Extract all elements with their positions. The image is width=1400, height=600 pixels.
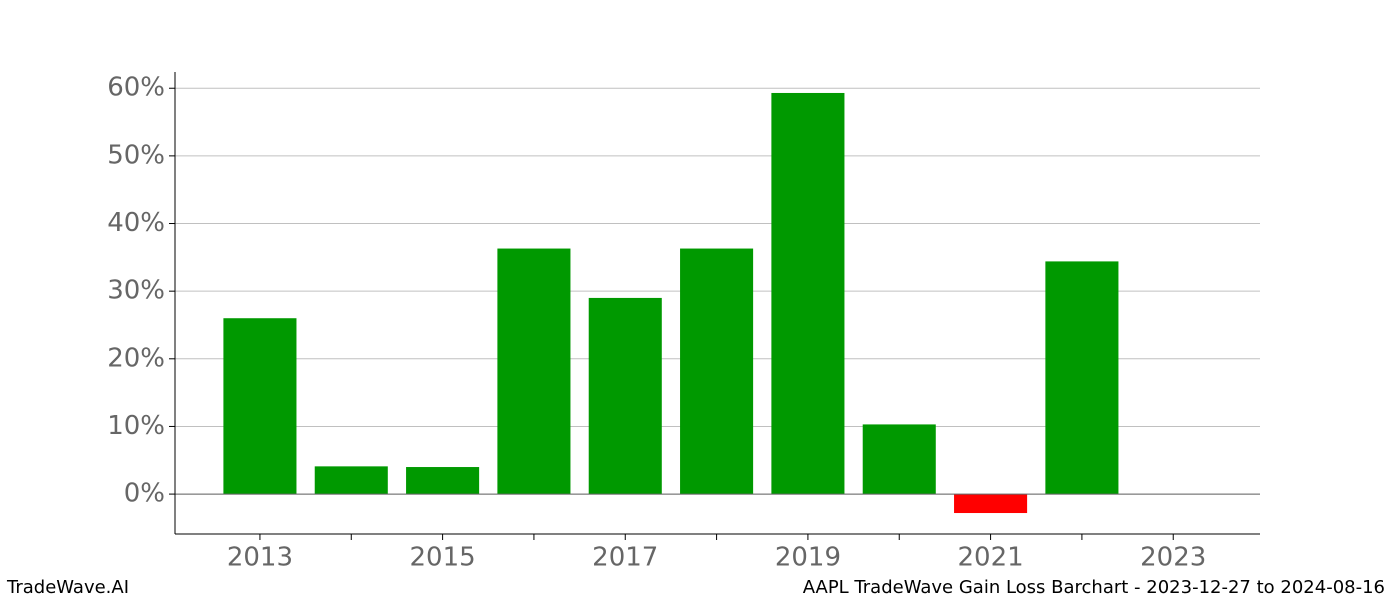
bar: [406, 467, 480, 495]
bar: [862, 424, 936, 495]
y-tick-label: 60%: [107, 73, 165, 103]
bar: [954, 494, 1028, 514]
bar: [588, 297, 662, 495]
bar: [314, 466, 388, 495]
watermark: TradeWave.AI: [6, 577, 129, 598]
bar: [771, 92, 845, 495]
bar: [223, 318, 297, 495]
y-tick-label: 40%: [107, 208, 165, 238]
x-tick-label: 2019: [775, 543, 841, 573]
x-tick-label: 2021: [957, 543, 1023, 573]
chart-title: AAPL TradeWave Gain Loss Barchart - 2023…: [803, 577, 1385, 598]
y-tick-label: 10%: [107, 411, 165, 441]
bar: [497, 248, 571, 495]
x-tick-label: 2015: [410, 543, 476, 573]
x-tick-label: 2017: [592, 543, 658, 573]
x-tick-label: 2013: [227, 543, 293, 573]
x-tick-label: 2023: [1140, 543, 1206, 573]
bar: [680, 248, 754, 495]
y-tick-label: 50%: [107, 140, 165, 170]
y-tick-label: 20%: [107, 343, 165, 373]
y-tick-label: 0%: [124, 479, 165, 509]
y-tick-label: 30%: [107, 276, 165, 306]
bar: [1045, 261, 1119, 495]
